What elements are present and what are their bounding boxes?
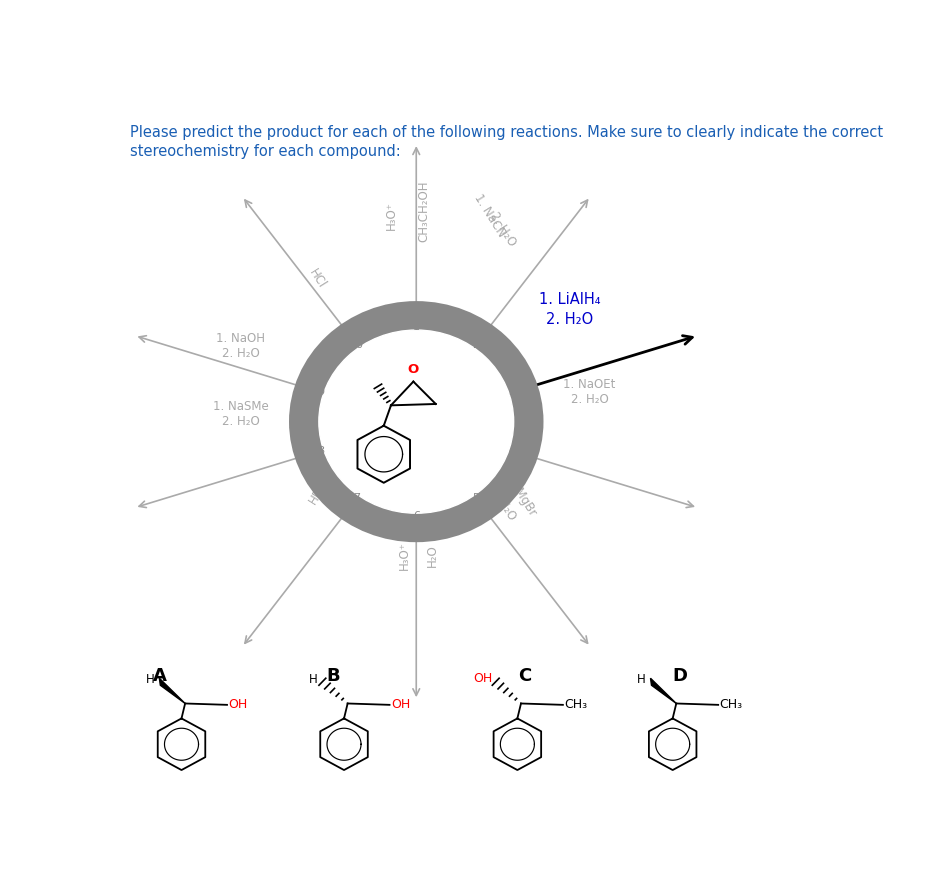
Text: HCl: HCl	[307, 267, 328, 291]
Text: 2. H₂O: 2. H₂O	[222, 347, 260, 360]
Text: H₃O⁺: H₃O⁺	[385, 201, 397, 230]
Text: OH: OH	[228, 699, 248, 712]
Text: H₂O: H₂O	[426, 544, 439, 567]
Text: 2. H₂O: 2. H₂O	[570, 392, 609, 406]
Text: stereochemistry for each compound:: stereochemistry for each compound:	[130, 144, 400, 159]
Text: 1. NaSMe: 1. NaSMe	[212, 400, 268, 413]
Text: H: H	[146, 673, 155, 686]
Text: OH: OH	[391, 699, 410, 712]
Text: 8: 8	[317, 446, 324, 456]
Polygon shape	[159, 678, 185, 704]
Text: 1. PhMgBr: 1. PhMgBr	[496, 460, 539, 519]
Text: O: O	[407, 363, 419, 376]
Text: 6: 6	[413, 512, 419, 521]
Text: 1: 1	[413, 322, 419, 332]
Text: 2. H₂O: 2. H₂O	[222, 415, 260, 428]
Text: H₃O⁺: H₃O⁺	[397, 541, 410, 570]
Text: 2. H₂O: 2. H₂O	[546, 312, 594, 327]
Text: CH₃: CH₃	[720, 699, 743, 712]
Text: 1. NaCN: 1. NaCN	[471, 192, 507, 240]
Text: 7: 7	[353, 493, 361, 504]
Text: OH: OH	[473, 672, 492, 684]
Text: CH₃CH₂OH: CH₃CH₂OH	[417, 180, 430, 242]
Text: 5: 5	[472, 493, 479, 504]
Text: H: H	[637, 673, 646, 686]
Text: HBr: HBr	[306, 482, 329, 507]
Text: A: A	[153, 668, 167, 685]
Text: 1. NaOH: 1. NaOH	[216, 332, 266, 345]
Text: 4: 4	[509, 446, 515, 456]
Text: D: D	[672, 668, 688, 685]
Text: 9: 9	[317, 387, 324, 398]
Text: 3: 3	[509, 387, 515, 398]
Text: Please predict the product for each of the following reactions. Make sure to cle: Please predict the product for each of t…	[130, 125, 883, 140]
Text: CH₃: CH₃	[565, 699, 587, 712]
Text: H: H	[308, 673, 317, 686]
Text: 10: 10	[350, 340, 364, 350]
Text: 1. NaOEt: 1. NaOEt	[564, 377, 616, 391]
Text: 2. H₂O: 2. H₂O	[487, 483, 518, 523]
Text: B: B	[326, 668, 340, 685]
Text: 1. LiAlH₄: 1. LiAlH₄	[540, 292, 601, 307]
Text: C: C	[518, 668, 531, 685]
Text: 2: 2	[472, 340, 479, 350]
Circle shape	[319, 330, 514, 513]
Polygon shape	[651, 678, 677, 704]
Text: 2. H₂O: 2. H₂O	[487, 210, 518, 249]
